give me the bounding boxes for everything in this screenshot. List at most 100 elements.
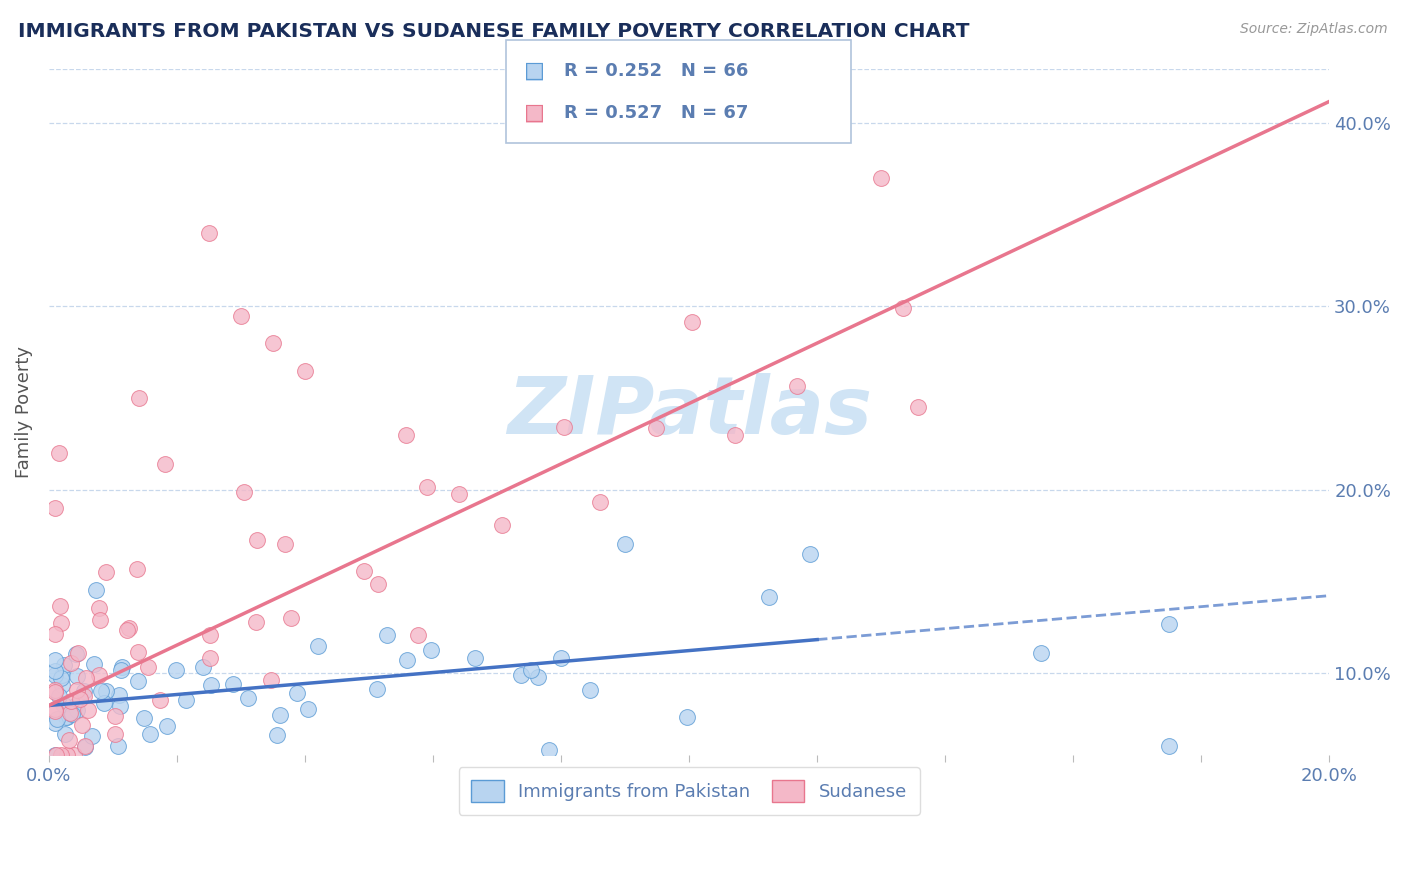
Point	[366, 682, 388, 697]
Y-axis label: Family Poverty: Family Poverty	[15, 346, 32, 478]
Point	[307, 639, 329, 653]
Point	[83, 657, 105, 671]
Point	[44, 685, 66, 699]
Point	[58, 733, 80, 747]
Point	[222, 677, 245, 691]
Text: ■: ■	[524, 103, 546, 123]
Point	[262, 336, 284, 351]
Point	[297, 702, 319, 716]
Point	[236, 691, 259, 706]
Point	[49, 747, 72, 762]
Point	[127, 674, 149, 689]
Point	[93, 696, 115, 710]
Point	[45, 747, 67, 762]
Point	[758, 591, 780, 605]
Point	[285, 686, 308, 700]
Point	[66, 683, 89, 698]
Point	[53, 658, 76, 673]
Point	[94, 565, 117, 579]
Point	[55, 710, 77, 724]
Text: ZIPatlas: ZIPatlas	[506, 373, 872, 450]
Point	[416, 480, 439, 494]
Point	[870, 171, 893, 186]
Text: R = 0.527   N = 67: R = 0.527 N = 67	[564, 104, 748, 122]
Point	[66, 668, 89, 682]
Point	[799, 547, 821, 561]
Point	[174, 692, 197, 706]
Point	[1031, 646, 1053, 660]
Point	[891, 301, 914, 315]
Point	[229, 309, 252, 323]
Point	[76, 703, 98, 717]
Point	[375, 627, 398, 641]
Point	[52, 697, 75, 711]
Point	[245, 615, 267, 629]
Point	[73, 739, 96, 754]
Point	[56, 710, 79, 724]
Point	[44, 653, 66, 667]
Point	[63, 747, 86, 762]
Point	[136, 660, 159, 674]
Point	[110, 663, 132, 677]
Point	[527, 669, 550, 683]
Point	[395, 653, 418, 667]
Point	[589, 495, 612, 509]
Point	[65, 698, 87, 713]
Point	[125, 562, 148, 576]
Point	[128, 391, 150, 405]
Point	[118, 621, 141, 635]
Point	[420, 643, 443, 657]
Point	[60, 694, 83, 708]
Point	[48, 446, 70, 460]
Point	[107, 739, 129, 754]
Point	[51, 678, 73, 692]
Point	[108, 688, 131, 702]
Point	[59, 706, 82, 720]
Point	[1159, 739, 1181, 753]
Point	[44, 664, 66, 678]
Point	[44, 704, 66, 718]
Point	[367, 576, 389, 591]
Text: Source: ZipAtlas.com: Source: ZipAtlas.com	[1240, 22, 1388, 37]
Point	[786, 379, 808, 393]
Point	[51, 616, 73, 631]
Point	[260, 673, 283, 688]
Point	[538, 743, 561, 757]
Point	[156, 719, 179, 733]
Text: IMMIGRANTS FROM PAKISTAN VS SUDANESE FAMILY POVERTY CORRELATION CHART: IMMIGRANTS FROM PAKISTAN VS SUDANESE FAM…	[18, 22, 970, 41]
Point	[149, 693, 172, 707]
Point	[406, 628, 429, 642]
Text: □: □	[524, 62, 546, 81]
Point	[198, 650, 221, 665]
Point	[44, 701, 66, 715]
Point	[447, 487, 470, 501]
Point	[51, 668, 73, 682]
Point	[60, 706, 83, 721]
Point	[111, 660, 134, 674]
Point	[75, 739, 97, 753]
Point	[675, 710, 697, 724]
Point	[269, 707, 291, 722]
Point	[90, 683, 112, 698]
Point	[104, 708, 127, 723]
Point	[266, 728, 288, 742]
Point	[65, 647, 87, 661]
Point	[520, 663, 543, 677]
Point	[66, 646, 89, 660]
Point	[509, 667, 531, 681]
Point	[45, 712, 67, 726]
Point	[644, 420, 666, 434]
Point	[200, 677, 222, 691]
Point	[82, 729, 104, 743]
Point	[550, 651, 572, 665]
Point	[246, 533, 269, 547]
Point	[89, 667, 111, 681]
Point	[108, 699, 131, 714]
Point	[104, 727, 127, 741]
Point	[44, 715, 66, 730]
Point	[233, 485, 256, 500]
Point	[44, 627, 66, 641]
Point	[724, 428, 747, 442]
Point	[49, 671, 72, 685]
Point	[53, 727, 76, 741]
